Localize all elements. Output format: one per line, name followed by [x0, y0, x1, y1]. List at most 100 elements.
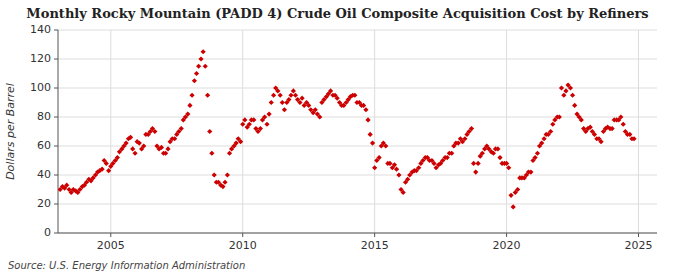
grid-line [58, 30, 657, 31]
grid-line [242, 30, 243, 233]
y-axis-label: Dollars per Barrel [4, 83, 17, 180]
point [64, 183, 69, 188]
point [491, 151, 496, 156]
point [570, 93, 575, 98]
point [159, 145, 164, 150]
point [568, 85, 573, 90]
grid-line [110, 30, 111, 233]
point [209, 151, 214, 156]
point [579, 117, 584, 122]
y-tick [54, 233, 58, 234]
y-axis-line [58, 30, 59, 233]
point [297, 100, 302, 105]
point [532, 155, 537, 160]
point [550, 122, 555, 127]
point [293, 93, 298, 98]
point [610, 126, 615, 131]
point [271, 93, 276, 98]
point [115, 155, 120, 160]
axes: 02040608010012014020052010201520202025 [30, 23, 653, 252]
point [416, 165, 421, 170]
grid-line [58, 175, 657, 176]
x-tick [638, 233, 639, 237]
y-tick-label: 140 [30, 23, 51, 36]
y-tick [54, 88, 58, 89]
point [194, 71, 199, 76]
point [365, 117, 370, 122]
point [368, 132, 373, 137]
point [535, 151, 540, 156]
chart: 02040608010012014020052010201520202025Do… [0, 0, 675, 275]
point [445, 155, 450, 160]
point [275, 88, 280, 93]
point [137, 141, 142, 146]
grid-line [58, 88, 657, 89]
point [504, 161, 509, 166]
point [469, 126, 474, 131]
point [473, 170, 478, 175]
point [352, 93, 357, 98]
points [58, 49, 637, 209]
point [317, 114, 322, 119]
point [264, 122, 269, 127]
point [383, 143, 388, 148]
y-tick-label: 120 [30, 52, 51, 65]
point [511, 204, 516, 209]
point [106, 168, 111, 173]
point [515, 187, 520, 192]
point [128, 135, 133, 140]
point [631, 136, 636, 141]
point [449, 151, 454, 156]
point [539, 141, 544, 146]
point [475, 161, 480, 166]
x-tick-label: 2005 [97, 239, 125, 252]
grid-line [374, 30, 375, 233]
point [361, 103, 366, 108]
point [508, 193, 513, 198]
point [372, 165, 377, 170]
point [207, 129, 212, 134]
source-note: Source: U.S. Energy Information Administ… [8, 260, 245, 271]
point [541, 136, 546, 141]
point [251, 117, 256, 122]
point [212, 172, 217, 177]
point [141, 143, 146, 148]
point [405, 177, 410, 182]
point [288, 93, 293, 98]
point [621, 122, 626, 127]
x-axis-line [58, 233, 657, 234]
grid-line [58, 233, 657, 234]
point [563, 88, 568, 93]
point [187, 103, 192, 108]
point [328, 88, 333, 93]
point [185, 112, 190, 117]
point [163, 151, 168, 156]
point [225, 172, 230, 177]
point [234, 141, 239, 146]
point [267, 112, 272, 117]
point [299, 96, 304, 101]
grid [58, 30, 657, 233]
point [480, 151, 485, 156]
point [189, 93, 194, 98]
x-tick [110, 233, 111, 237]
point [152, 129, 157, 134]
x-tick [242, 233, 243, 237]
point [497, 155, 502, 160]
x-tick-label: 2010 [229, 239, 257, 252]
y-tick-label: 40 [37, 168, 51, 181]
point [220, 184, 225, 189]
y-tick-label: 20 [37, 197, 51, 210]
point [278, 93, 283, 98]
y-tick [54, 204, 58, 205]
point [203, 64, 208, 69]
x-tick-label: 2020 [493, 239, 521, 252]
point [557, 114, 562, 119]
point [165, 146, 170, 151]
point [262, 114, 267, 119]
point [377, 155, 382, 160]
y-tick-label: 80 [37, 110, 51, 123]
point [205, 93, 210, 98]
point [456, 141, 461, 146]
point [198, 56, 203, 61]
